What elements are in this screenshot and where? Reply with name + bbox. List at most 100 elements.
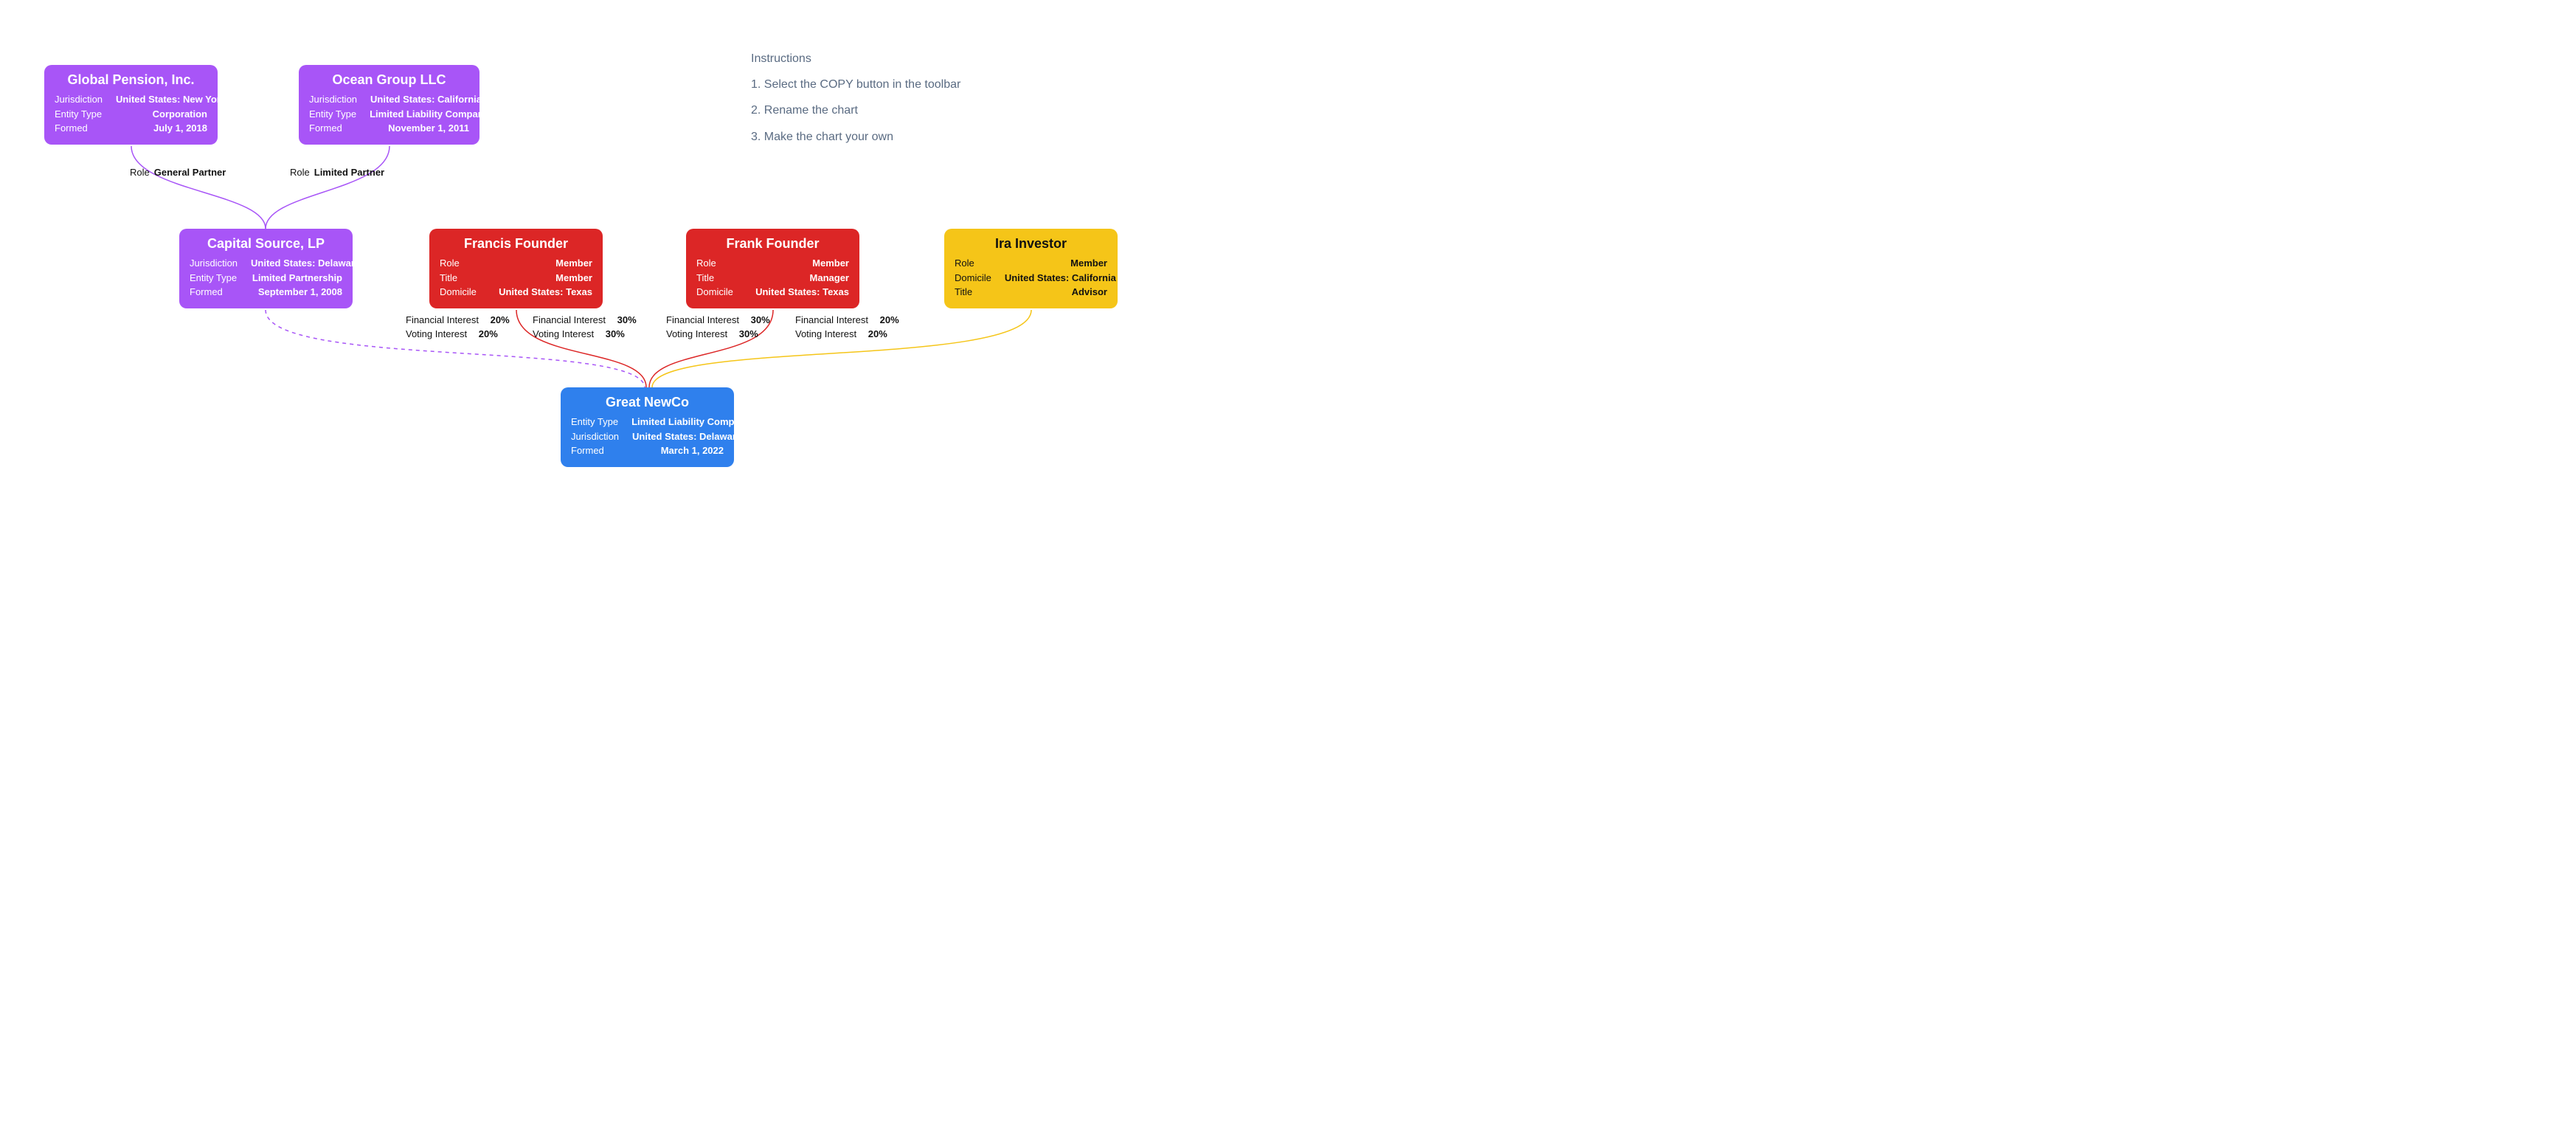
field-key: Entity Type (190, 271, 237, 286)
field-value: November 1, 2011 (388, 121, 469, 136)
field-value: Member (555, 256, 592, 271)
node-title: Global Pension, Inc. (55, 72, 207, 88)
node-row: Role Member (696, 256, 849, 271)
field-key: Formed (190, 285, 223, 300)
field-value: United States: New York (116, 92, 226, 107)
label-value: 30% (606, 328, 625, 342)
node-ocean-group[interactable]: Ocean Group LLC Jurisdiction United Stat… (299, 65, 479, 145)
node-title: Ocean Group LLC (309, 72, 469, 88)
node-row: Role Member (440, 256, 592, 271)
edge-label-fk-interest: Financial Interest 30% Voting Interest 3… (666, 314, 770, 342)
field-key: Jurisdiction (571, 429, 619, 444)
node-row: Jurisdiction United States: New York (55, 92, 207, 107)
field-value: September 1, 2008 (258, 285, 342, 300)
field-value: Member (555, 271, 592, 286)
label-key: Financial Interest (795, 314, 868, 328)
field-value: United States: Delaware (251, 256, 360, 271)
label-value: 20% (491, 314, 510, 328)
node-global-pension[interactable]: Global Pension, Inc. Jurisdiction United… (44, 65, 218, 145)
label-value: Limited Partner (314, 166, 384, 180)
node-title: Capital Source, LP (190, 236, 342, 252)
edge-label-og-role: Role Limited Partner (290, 166, 384, 180)
label-key: Role (130, 166, 150, 180)
field-key: Role (440, 256, 460, 271)
field-key: Role (955, 256, 974, 271)
edge-gp-to-cs (131, 146, 266, 229)
field-key: Formed (571, 443, 604, 458)
field-key: Jurisdiction (190, 256, 238, 271)
node-title: Frank Founder (696, 236, 849, 252)
field-key: Title (440, 271, 457, 286)
node-row: Title Advisor (955, 285, 1107, 300)
label-key: Financial Interest (666, 314, 739, 328)
node-row: Formed July 1, 2018 (55, 121, 207, 136)
node-title: Ira Investor (955, 236, 1107, 252)
field-value: March 1, 2022 (661, 443, 724, 458)
instructions-item: 1. Select the COPY button in the toolbar (751, 72, 960, 97)
field-value: Corporation (153, 107, 207, 122)
node-row: Domicile United States: California (955, 271, 1107, 286)
field-value: Member (812, 256, 849, 271)
label-key: Role (290, 166, 310, 180)
edge-label-gp-role: Role General Partner (130, 166, 226, 180)
node-ira-investor[interactable]: Ira Investor Role Member Domicile United… (944, 229, 1118, 308)
node-francis-founder[interactable]: Francis Founder Role Member Title Member… (429, 229, 603, 308)
label-value: 20% (479, 328, 498, 342)
field-key: Entity Type (571, 415, 618, 429)
node-row: Jurisdiction United States: Delaware (190, 256, 342, 271)
node-row: Formed November 1, 2011 (309, 121, 469, 136)
label-key: Voting Interest (406, 328, 467, 342)
field-key: Domicile (696, 285, 733, 300)
label-key: Voting Interest (795, 328, 856, 342)
field-value: United States: California (370, 92, 482, 107)
edge-og-to-cs (266, 146, 389, 229)
node-row: Role Member (955, 256, 1107, 271)
edge-label-ff-interest: Financial Interest 30% Voting Interest 3… (533, 314, 637, 342)
node-row: Entity Type Limited Liability Company (571, 415, 724, 429)
field-value: United States: Texas (499, 285, 592, 300)
label-value: 20% (868, 328, 887, 342)
node-row: Formed September 1, 2008 (190, 285, 342, 300)
field-key: Formed (309, 121, 342, 136)
node-row: Title Manager (696, 271, 849, 286)
instructions-item: 3. Make the chart your own (751, 124, 960, 150)
node-row: Entity Type Limited Liability Company (309, 107, 469, 122)
node-row: Domicile United States: Texas (696, 285, 849, 300)
field-value: Manager (810, 271, 849, 286)
label-value: 30% (739, 328, 758, 342)
node-row: Title Member (440, 271, 592, 286)
field-key: Entity Type (309, 107, 356, 122)
field-key: Formed (55, 121, 88, 136)
field-value: July 1, 2018 (153, 121, 207, 136)
node-great-newco[interactable]: Great NewCo Entity Type Limited Liabilit… (561, 387, 734, 467)
node-capital-source[interactable]: Capital Source, LP Jurisdiction United S… (179, 229, 353, 308)
label-value: 30% (751, 314, 770, 328)
field-key: Domicile (440, 285, 477, 300)
node-title: Francis Founder (440, 236, 592, 252)
field-key: Role (696, 256, 716, 271)
field-key: Jurisdiction (309, 92, 357, 107)
node-row: Jurisdiction United States: Delaware (571, 429, 724, 444)
label-value: 30% (617, 314, 637, 328)
field-value: Limited Liability Company (370, 107, 489, 122)
field-value: United States: Texas (755, 285, 849, 300)
label-value: 20% (880, 314, 899, 328)
instructions-panel: Instructions 1. Select the COPY button i… (751, 46, 960, 150)
field-value: Member (1070, 256, 1107, 271)
node-title: Great NewCo (571, 395, 724, 410)
node-row: Formed March 1, 2022 (571, 443, 724, 458)
node-row: Domicile United States: Texas (440, 285, 592, 300)
field-key: Domicile (955, 271, 991, 286)
node-frank-founder[interactable]: Frank Founder Role Member Title Manager … (686, 229, 859, 308)
diagram-canvas: Global Pension, Inc. Jurisdiction United… (0, 0, 1151, 502)
field-key: Title (696, 271, 714, 286)
label-key: Financial Interest (406, 314, 479, 328)
field-key: Jurisdiction (55, 92, 103, 107)
field-key: Entity Type (55, 107, 102, 122)
field-value: United States: Delaware (632, 429, 741, 444)
field-value: United States: California (1005, 271, 1116, 286)
edge-label-ira-interest: Financial Interest 20% Voting Interest 2… (795, 314, 899, 342)
label-key: Voting Interest (533, 328, 594, 342)
field-value: Limited Liability Company (631, 415, 751, 429)
node-row: Entity Type Corporation (55, 107, 207, 122)
